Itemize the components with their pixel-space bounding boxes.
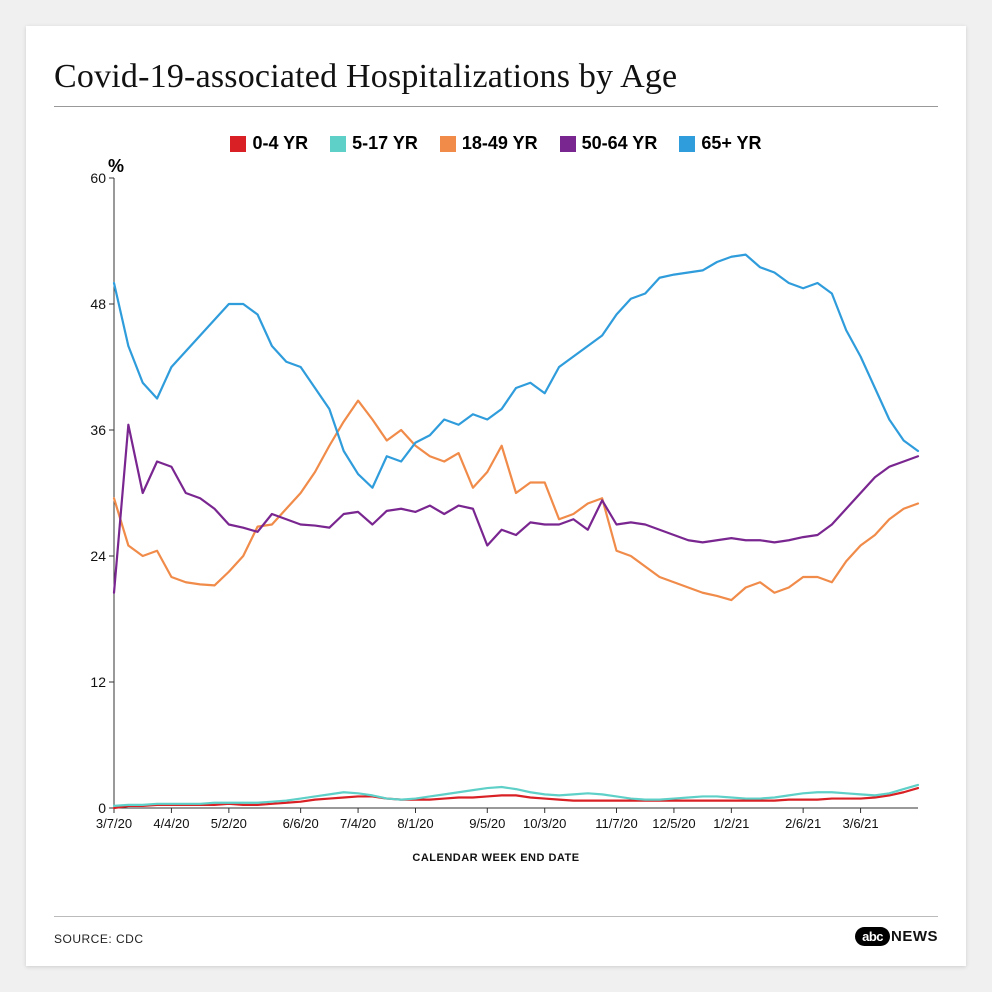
y-axis-label: % xyxy=(108,156,124,177)
series-line xyxy=(114,788,918,808)
legend-item: 0-4 YR xyxy=(230,133,308,154)
legend-swatch xyxy=(560,136,576,152)
x-tick-label: 5/2/20 xyxy=(211,816,247,831)
x-tick-label: 6/6/20 xyxy=(283,816,319,831)
y-tick-label: 24 xyxy=(66,548,106,564)
legend-item: 18-49 YR xyxy=(440,133,538,154)
series-line xyxy=(114,255,918,488)
y-tick-label: 36 xyxy=(66,422,106,438)
y-tick-label: 0 xyxy=(66,800,106,816)
legend-label: 50-64 YR xyxy=(582,133,658,154)
brand-abc: abc xyxy=(855,927,890,946)
legend-label: 0-4 YR xyxy=(252,133,308,154)
brand-logo: abc NEWS xyxy=(855,927,938,946)
chart-card: Covid-19-associated Hospitalizations by … xyxy=(26,26,966,966)
source-label: SOURCE: CDC xyxy=(54,932,144,946)
chart-title: Covid-19-associated Hospitalizations by … xyxy=(54,58,938,107)
y-tick-label: 60 xyxy=(66,170,106,186)
x-tick-label: 12/5/20 xyxy=(652,816,695,831)
legend-swatch xyxy=(440,136,456,152)
legend-label: 18-49 YR xyxy=(462,133,538,154)
x-tick-label: 3/6/21 xyxy=(842,816,878,831)
chart-area: % 01224364860 3/7/204/4/205/2/206/6/207/… xyxy=(54,168,938,848)
y-tick-label: 48 xyxy=(66,296,106,312)
x-tick-label: 3/7/20 xyxy=(96,816,132,831)
x-tick-label: 8/1/20 xyxy=(397,816,433,831)
plot-region xyxy=(114,178,918,808)
series-line xyxy=(114,425,918,593)
legend-swatch xyxy=(330,136,346,152)
y-tick-label: 12 xyxy=(66,674,106,690)
series-line xyxy=(114,401,918,600)
x-tick-label: 9/5/20 xyxy=(469,816,505,831)
legend-item: 5-17 YR xyxy=(330,133,418,154)
x-tick-label: 11/7/20 xyxy=(595,816,637,831)
line-chart-svg xyxy=(114,178,918,808)
x-tick-label: 7/4/20 xyxy=(340,816,376,831)
legend: 0-4 YR 5-17 YR 18-49 YR 50-64 YR 65+ YR xyxy=(54,133,938,154)
footer: SOURCE: CDC abc NEWS xyxy=(54,916,938,946)
x-axis-title: CALENDAR WEEK END DATE xyxy=(412,852,579,864)
brand-news: NEWS xyxy=(891,928,938,945)
legend-item: 65+ YR xyxy=(679,133,761,154)
legend-swatch xyxy=(230,136,246,152)
x-tick-label: 1/2/21 xyxy=(713,816,749,831)
legend-label: 65+ YR xyxy=(701,133,761,154)
x-tick-label: 10/3/20 xyxy=(523,816,566,831)
legend-item: 50-64 YR xyxy=(560,133,658,154)
x-tick-label: 4/4/20 xyxy=(153,816,189,831)
legend-swatch xyxy=(679,136,695,152)
legend-label: 5-17 YR xyxy=(352,133,418,154)
x-tick-label: 2/6/21 xyxy=(785,816,821,831)
